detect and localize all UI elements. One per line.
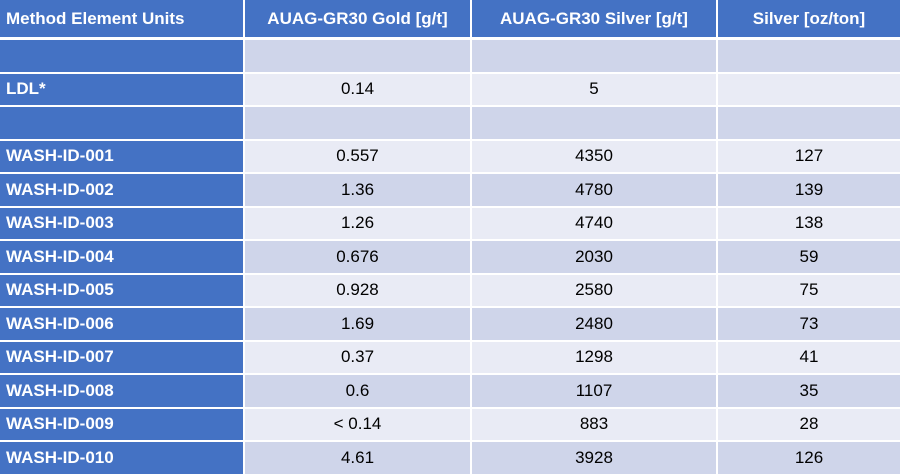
table-row [0,38,900,74]
gold-gt-value: 0.14 [244,72,472,107]
table-row: WASH-ID-004 0.676 2030 59 [0,240,900,275]
gold-gt-value [244,38,472,74]
silver-oz-ton-value: 35 [717,374,900,409]
table-row: WASH-ID-007 0.37 1298 41 [0,340,900,375]
silver-gt-value: 4780 [471,173,718,208]
header-silver-oz-ton: Silver [oz/ton] [717,0,900,40]
header-row: Method Element Units AUAG-GR30 Gold [g/t… [0,0,900,40]
gold-gt-value: 1.69 [244,307,472,342]
silver-oz-ton-value: 127 [717,139,900,174]
table-row: WASH-ID-001 0.557 4350 127 [0,139,900,174]
silver-oz-ton-value [717,72,900,107]
row-label: WASH-ID-006 [0,307,245,342]
silver-oz-ton-value: 28 [717,407,900,442]
row-label: LDL* [0,72,245,107]
row-label: WASH-ID-002 [0,173,245,208]
table-row: WASH-ID-005 0.928 2580 75 [0,273,900,308]
row-label: WASH-ID-009 [0,407,245,442]
table-row: WASH-ID-010 4.61 3928 126 [0,441,900,476]
row-label: WASH-ID-001 [0,139,245,174]
silver-oz-ton-value: 139 [717,173,900,208]
table-body: LDL* 0.14 5 WASH-ID-001 0.557 4350 127 WASH-ID-… [0,38,900,476]
silver-gt-value [471,106,718,141]
gold-gt-value: 0.6 [244,374,472,409]
table-row: WASH-ID-002 1.36 4780 139 [0,173,900,208]
table-row: WASH-ID-006 1.69 2480 73 [0,307,900,342]
table-header: Method Element Units AUAG-GR30 Gold [g/t… [0,0,900,40]
gold-gt-value: 0.557 [244,139,472,174]
gold-gt-value: 1.36 [244,173,472,208]
row-label: WASH-ID-010 [0,441,245,476]
silver-oz-ton-value [717,38,900,74]
gold-gt-value: 4.61 [244,441,472,476]
header-method-element-units: Method Element Units [0,0,245,40]
silver-gt-value: 3928 [471,441,718,476]
row-label [0,38,245,74]
silver-oz-ton-value: 59 [717,240,900,275]
silver-oz-ton-value: 126 [717,441,900,476]
table-row: WASH-ID-008 0.6 1107 35 [0,374,900,409]
gold-gt-value: < 0.14 [244,407,472,442]
silver-gt-value: 2480 [471,307,718,342]
row-label: WASH-ID-005 [0,273,245,308]
silver-gt-value: 883 [471,407,718,442]
gold-gt-value: 1.26 [244,206,472,241]
header-silver-gt: AUAG-GR30 Silver [g/t] [471,0,718,40]
row-label: WASH-ID-003 [0,206,245,241]
gold-gt-value: 0.928 [244,273,472,308]
silver-gt-value: 2030 [471,240,718,275]
silver-oz-ton-value: 138 [717,206,900,241]
silver-gt-value: 5 [471,72,718,107]
gold-gt-value: 0.676 [244,240,472,275]
row-label: WASH-ID-008 [0,374,245,409]
row-label: WASH-ID-007 [0,340,245,375]
silver-gt-value: 1298 [471,340,718,375]
silver-gt-value [471,38,718,74]
silver-gt-value: 2580 [471,273,718,308]
silver-gt-value: 1107 [471,374,718,409]
row-label [0,106,245,141]
table-row: WASH-ID-003 1.26 4740 138 [0,206,900,241]
table-row: LDL* 0.14 5 [0,72,900,107]
gold-gt-value: 0.37 [244,340,472,375]
silver-oz-ton-value: 75 [717,273,900,308]
silver-oz-ton-value: 41 [717,340,900,375]
silver-gt-value: 4350 [471,139,718,174]
silver-oz-ton-value [717,106,900,141]
table-row: WASH-ID-009 < 0.14 883 28 [0,407,900,442]
silver-oz-ton-value: 73 [717,307,900,342]
gold-gt-value [244,106,472,141]
table-row [0,106,900,141]
silver-gt-value: 4740 [471,206,718,241]
header-gold-gt: AUAG-GR30 Gold [g/t] [244,0,472,40]
row-label: WASH-ID-004 [0,240,245,275]
